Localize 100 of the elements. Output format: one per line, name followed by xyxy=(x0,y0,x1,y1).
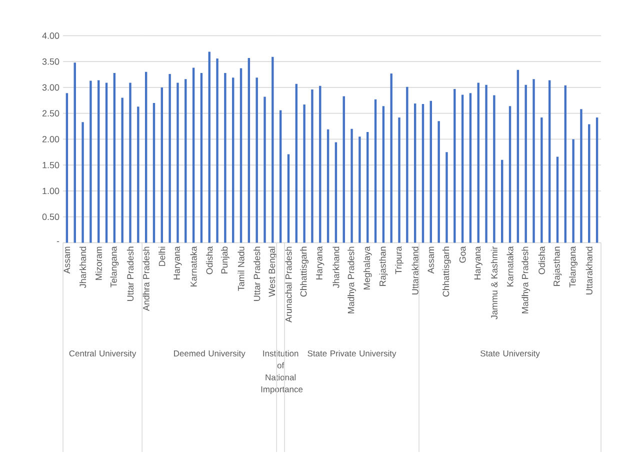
bar xyxy=(516,70,520,243)
x-tick-label: Telangana xyxy=(110,246,119,288)
bar xyxy=(556,156,559,243)
bar xyxy=(232,78,234,243)
bar xyxy=(319,86,322,243)
x-tick-label: Assam xyxy=(64,246,70,274)
x-tick-label: Jharkhand xyxy=(79,246,86,288)
bar xyxy=(303,104,306,243)
bar xyxy=(596,117,598,243)
bar xyxy=(121,98,124,243)
x-tick-label: Karnataka xyxy=(190,246,197,286)
bar xyxy=(240,68,242,243)
x-tick-label: Rajasthan xyxy=(553,246,562,286)
bar xyxy=(137,106,140,243)
bar xyxy=(287,154,290,243)
bar xyxy=(200,72,203,243)
bar xyxy=(580,109,582,243)
bar xyxy=(256,78,258,243)
x-tick-label: Uttarakhand xyxy=(412,246,418,294)
x-tick-label: Jammu & Kashmir xyxy=(490,246,498,320)
bar xyxy=(572,139,574,243)
y-tick-label: 0.50 xyxy=(42,214,60,220)
bar xyxy=(66,93,68,243)
bar xyxy=(350,128,353,243)
bar xyxy=(446,152,448,243)
bar xyxy=(311,90,314,243)
x-tick-label: Assam xyxy=(428,246,434,274)
bar xyxy=(295,84,298,243)
x-tick-label: Haryana xyxy=(474,246,482,280)
x-tick-label: Haryana xyxy=(174,246,182,280)
bar xyxy=(588,124,590,243)
bar xyxy=(398,117,400,243)
bar xyxy=(366,132,369,243)
bar xyxy=(176,82,179,243)
y-tick-label: - xyxy=(56,241,60,242)
bar xyxy=(113,72,116,243)
x-tick-label: Punjab xyxy=(221,246,230,274)
bar xyxy=(90,80,92,243)
bar xyxy=(248,58,250,243)
x-axis-title: Institution of National Importance xyxy=(261,350,303,394)
bar xyxy=(390,73,392,243)
bar xyxy=(192,68,195,243)
bar xyxy=(74,62,76,243)
bar xyxy=(129,82,132,243)
x-tick-label: Mizoram xyxy=(95,246,102,280)
x-tick-label: Andhra Pradesh xyxy=(142,246,150,312)
bar xyxy=(461,94,464,243)
bar xyxy=(98,80,100,243)
bar xyxy=(144,72,148,243)
x-tick-label: Meghalaya xyxy=(363,246,372,290)
x-tick-label: Uttar Pradesh xyxy=(126,246,134,301)
bar xyxy=(501,160,504,243)
bar xyxy=(469,93,472,243)
bar xyxy=(208,52,210,243)
y-tick-label: 2.50 xyxy=(42,110,60,117)
bar xyxy=(532,79,535,243)
bar xyxy=(342,96,345,243)
bar xyxy=(272,56,274,243)
x-tick-label: Uttarakhand xyxy=(586,246,592,294)
x-tick-label: Arunachal Pradesh xyxy=(285,246,292,322)
bar xyxy=(264,96,266,243)
bar xyxy=(382,106,385,243)
x-tick-label: Odisha xyxy=(206,246,213,274)
bar xyxy=(438,121,440,243)
bar xyxy=(477,82,480,243)
x-tick-label: Haryana xyxy=(316,246,324,280)
bar xyxy=(82,122,84,243)
bar xyxy=(184,79,187,243)
bar xyxy=(454,89,456,243)
bar xyxy=(216,58,218,243)
y-tick-label: 4.00 xyxy=(42,32,60,39)
y-tick-label: 1.50 xyxy=(42,162,60,168)
bar xyxy=(564,85,566,243)
x-axis-title: State University xyxy=(480,350,540,358)
x-axis-title: State Private University xyxy=(308,350,396,358)
bar xyxy=(414,103,416,243)
x-tick-label: Uttar Pradesh xyxy=(254,246,260,301)
x-axis-title: Deemed University xyxy=(174,350,246,358)
bar xyxy=(524,84,527,243)
x-tick-label: Madhya Pradesh xyxy=(522,246,530,314)
y-tick-label: 3.00 xyxy=(42,84,60,91)
x-tick-label: Karnataka xyxy=(506,246,514,286)
bar xyxy=(548,80,551,243)
bar xyxy=(105,82,108,243)
x-tick-label: Tamil Nadu xyxy=(238,246,244,291)
y-tick-label: 2.00 xyxy=(42,136,60,142)
bar xyxy=(485,84,488,243)
bar xyxy=(160,87,163,243)
x-tick-label: Rajasthan xyxy=(379,246,388,286)
bar xyxy=(430,100,432,243)
bar xyxy=(508,106,512,243)
bar xyxy=(374,99,377,243)
bar xyxy=(326,129,330,243)
bar xyxy=(334,142,338,243)
bar xyxy=(540,117,543,243)
x-tick-label: Madhya Pradesh xyxy=(348,246,356,314)
x-tick-label: Delhi xyxy=(158,246,166,266)
bar xyxy=(358,136,361,243)
bar xyxy=(493,95,496,243)
x-tick-label: Goa xyxy=(459,246,466,263)
